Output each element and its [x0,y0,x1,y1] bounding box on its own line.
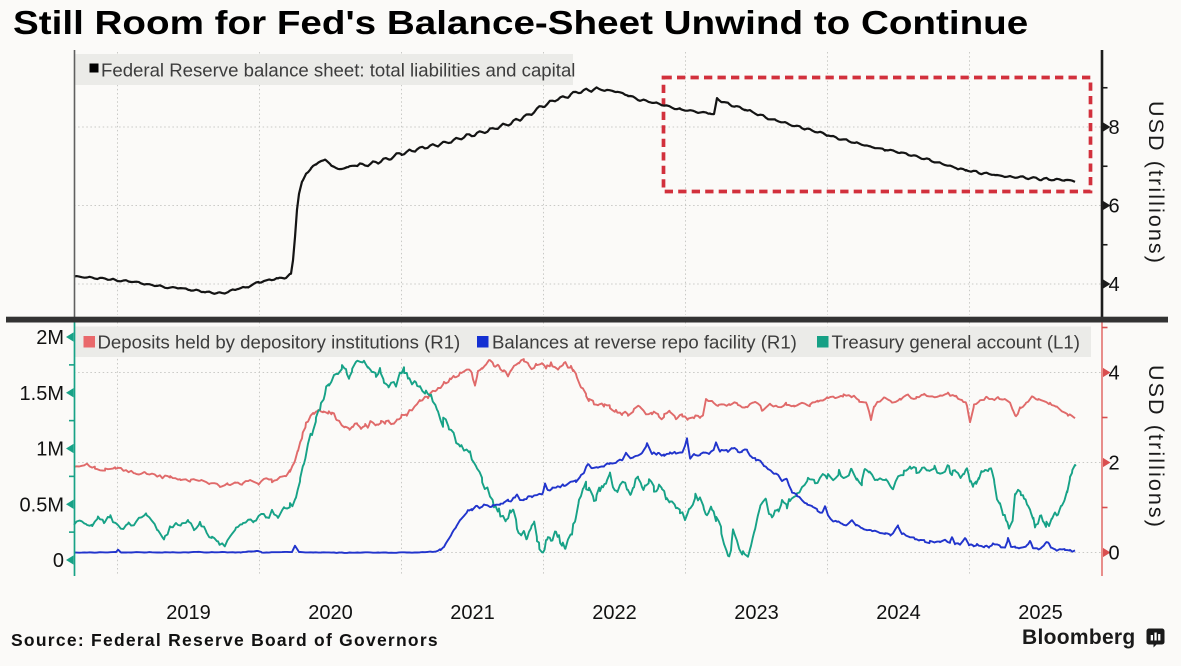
svg-text:USD (trillions): USD (trillions) [1144,101,1168,265]
svg-text:6: 6 [1109,196,1120,218]
svg-text:0: 0 [53,550,64,572]
svg-text:2019: 2019 [166,602,211,624]
svg-text:2: 2 [1109,453,1120,475]
svg-text:8: 8 [1109,117,1120,139]
svg-text:1.5M: 1.5M [20,383,64,405]
svg-text:Federal Reserve balance sheet:: Federal Reserve balance sheet: total lia… [101,60,575,81]
svg-text:4: 4 [1109,274,1120,296]
svg-text:Treasury general account (L1): Treasury general account (L1) [832,332,1080,353]
svg-text:0.5M: 0.5M [20,494,64,516]
svg-text:2021: 2021 [450,602,495,624]
svg-text:2020: 2020 [308,602,353,624]
svg-text:USD (trillions): USD (trillions) [1144,365,1168,529]
svg-text:2M: 2M [36,327,64,349]
svg-text:Deposits held by depository in: Deposits held by depository institutions… [98,332,461,353]
svg-text:1M: 1M [36,439,64,461]
svg-text:2022: 2022 [592,602,637,624]
svg-text:2024: 2024 [876,602,921,624]
svg-text:2025: 2025 [1018,602,1063,624]
svg-text:Balances at reverse repo facil: Balances at reverse repo facility (R1) [492,332,797,353]
svg-text:4: 4 [1109,363,1120,385]
svg-text:2023: 2023 [734,602,779,624]
svg-text:0: 0 [1109,543,1120,565]
